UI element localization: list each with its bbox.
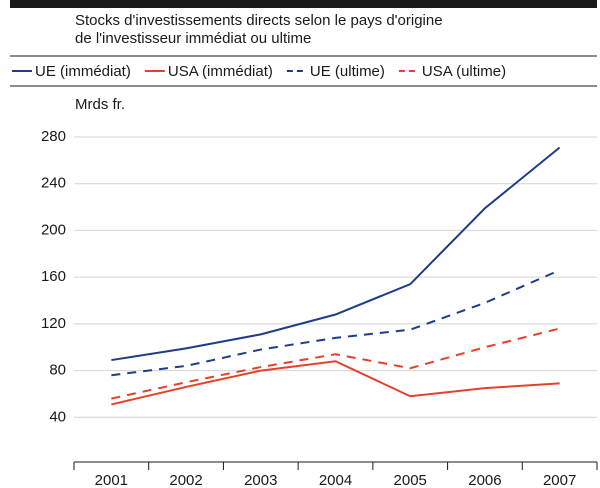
series-line [111,360,560,406]
series-line [111,327,560,400]
y-tick-label: 120 [41,315,66,332]
y-tick-label: 40 [49,408,66,425]
legend-label: USA (ultime) [422,63,506,80]
x-tick-label: 2005 [394,472,427,488]
legend-label: USA (immédiat) [168,63,273,80]
y-tick-label: 200 [41,221,66,238]
top-bar [10,0,597,8]
y-tick-label: 160 [41,268,66,285]
y-tick-label: 80 [49,362,66,379]
legend-label: UE (ultime) [310,63,385,80]
series-line [111,146,561,362]
x-tick-label: 2002 [169,472,202,488]
chart-title: Stocks d'investissements directs selon l… [75,12,443,29]
x-tick-label: 2003 [244,472,277,488]
series-line [111,269,561,377]
y-tick-label: 280 [41,128,66,145]
y-axis-label: Mrds fr. [75,96,125,113]
legend-label: UE (immédiat) [35,63,131,80]
x-tick-label: 2006 [468,472,501,488]
chart-title: de l'investisseur immédiat ou ultime [75,30,311,47]
x-tick-label: 2001 [95,472,128,488]
y-tick-label: 240 [41,175,66,192]
x-tick-label: 2007 [543,472,576,488]
x-tick-label: 2004 [319,472,352,488]
